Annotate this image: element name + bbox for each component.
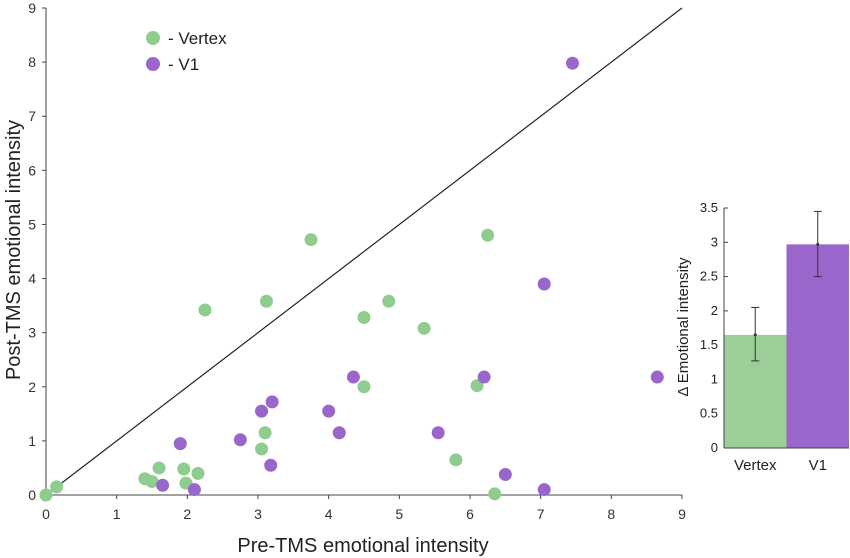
inset-y-tick-label: 2 [711, 303, 718, 318]
vertex-point [382, 294, 396, 308]
x-tick-label: 3 [254, 506, 262, 522]
y-tick-label: 9 [28, 0, 36, 16]
v1-point [233, 433, 247, 447]
inset-y-tick-label: 1.5 [700, 337, 718, 352]
v1-point [650, 370, 664, 384]
legend-marker-v1 [146, 57, 160, 71]
legend-marker-vertex [146, 31, 160, 45]
vertex-point [417, 321, 431, 335]
x-tick-label: 1 [113, 506, 121, 522]
vertex-point [304, 233, 318, 247]
mean-marker [816, 242, 820, 246]
v1-point [537, 277, 551, 291]
inset-y-axis-title: Δ Emotional intensity [675, 257, 692, 397]
vertex-point [481, 228, 495, 242]
v1-point [431, 426, 445, 440]
x-tick-label: 0 [42, 506, 50, 522]
y-tick-label: 7 [28, 108, 36, 124]
inset-y-tick-label: 1 [711, 371, 718, 386]
legend: - Vertex - V1 [146, 29, 227, 74]
y-tick-label: 2 [28, 379, 36, 395]
v1-point [322, 404, 336, 418]
category-label: Vertex [734, 457, 777, 474]
x-tick-label: 8 [607, 506, 615, 522]
legend-label-vertex: - Vertex [168, 29, 227, 48]
legend-label-v1: - V1 [168, 55, 199, 74]
x-tick-label: 6 [466, 506, 474, 522]
inset-y-tick-label: 0.5 [700, 406, 718, 421]
inset-category-labels: Vertex V1 [734, 457, 827, 474]
inset-y-tick-label: 0 [711, 440, 718, 455]
y-tick-label: 4 [28, 271, 36, 287]
v1-point [477, 370, 491, 384]
inset-bars [724, 210, 849, 448]
vertex-point [488, 487, 502, 501]
vertex-point [50, 480, 64, 494]
v1-point [255, 404, 269, 418]
vertex-point [39, 488, 53, 502]
v1-point [156, 478, 170, 492]
vertex-point [191, 466, 205, 480]
y-tick-label: 1 [28, 433, 36, 449]
x-axis-title: Pre-TMS emotional intensity [237, 535, 488, 557]
data-points [39, 56, 664, 502]
inset-bar-chart: 0 0.5 1 1.5 2 2.5 3 3.5 Vertex V1 Δ Emotional in… [675, 200, 849, 474]
mean-marker [753, 333, 757, 337]
v1-point [187, 483, 201, 497]
vertex-point [258, 426, 272, 440]
vertex-point [177, 462, 191, 476]
inset-y-tick-label: 2.5 [700, 269, 718, 284]
v1-point [173, 437, 187, 451]
y-tick-label: 0 [28, 487, 36, 503]
vertex-point [449, 453, 463, 467]
vertex-point [259, 294, 273, 308]
inset-y-ticks: 0 0.5 1 1.5 2 2.5 3 3.5 [700, 200, 728, 455]
category-label: V1 [809, 457, 827, 474]
y-tick-label: 5 [28, 216, 36, 232]
y-axis-title: Post-TMS emotional intensity [3, 120, 25, 380]
vertex-point [357, 380, 371, 394]
v1-point [264, 458, 278, 472]
v1-point [565, 56, 579, 70]
vertex-point [255, 442, 269, 456]
v1-point [332, 426, 346, 440]
x-tick-label: 2 [183, 506, 191, 522]
x-tick-label: 5 [395, 506, 403, 522]
inset-y-tick-label: 3.5 [700, 200, 718, 215]
y-tick-label: 3 [28, 325, 36, 341]
vertex-point [145, 474, 159, 488]
v1-point [265, 395, 279, 409]
y-tick-label: 6 [28, 162, 36, 178]
y-tick-label: 8 [28, 54, 36, 70]
vertex-point [357, 311, 371, 325]
x-tick-label: 4 [325, 506, 333, 522]
main-ticks: 0 1 2 3 4 5 6 7 8 9 0 1 2 3 4 5 6 7 8 9 [28, 0, 686, 522]
v1-point [537, 483, 551, 497]
vertex-point [152, 461, 166, 475]
identity-reference-line [45, 7, 683, 496]
vertex-point [470, 379, 484, 393]
v1-point [498, 467, 512, 481]
x-tick-label: 9 [678, 506, 686, 522]
vertex-point [198, 303, 212, 317]
v1-point [346, 370, 360, 384]
inset-y-tick-label: 3 [711, 234, 718, 249]
scatter-chart: 0 1 2 3 4 5 6 7 8 9 0 1 2 3 4 5 6 7 8 9 Pre-TMS emotional i… [3, 0, 686, 557]
x-tick-label: 7 [537, 506, 545, 522]
bar-v1 [786, 244, 849, 448]
